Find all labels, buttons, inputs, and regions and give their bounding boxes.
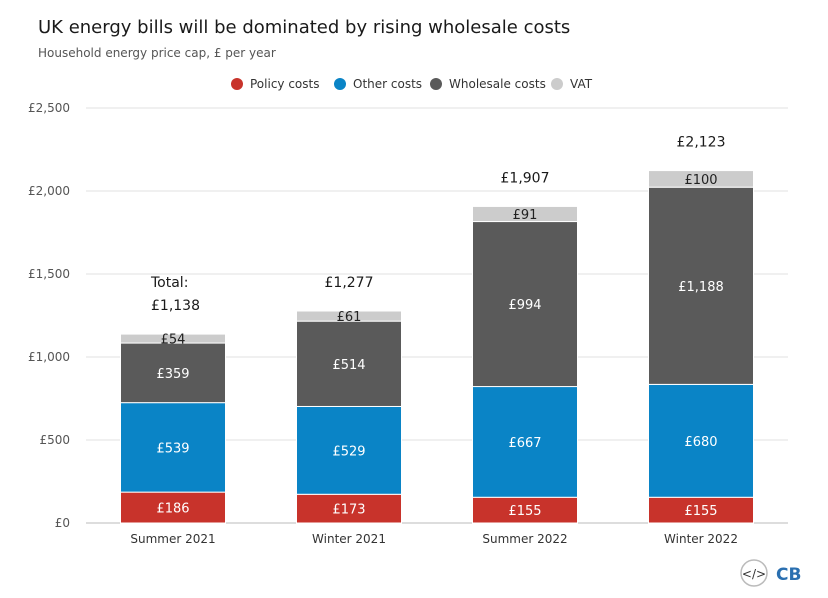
segment-value-label: £529 (332, 444, 365, 459)
carbon-brief-logo: CB (776, 565, 801, 585)
bar-segment (296, 310, 402, 322)
bar-segment (296, 320, 402, 407)
total-label: £2,123 (677, 135, 726, 151)
total-prefix: Total: (150, 275, 188, 291)
y-tick-label: £2,000 (28, 184, 70, 198)
segment-value-label: £91 (513, 208, 538, 223)
legend-swatch (231, 78, 243, 90)
bar-segment (120, 333, 226, 344)
code-brackets-glyph: </> (742, 567, 766, 581)
bar-segment (648, 496, 754, 524)
segment-value-label: £173 (332, 503, 365, 518)
bar-segment (120, 402, 226, 493)
labels: £186 £539 £359 £54 Total: £1,138 Summer 2021 £1… (130, 135, 738, 546)
bar-segment (120, 491, 226, 524)
bar-segment (472, 496, 578, 524)
code-brackets-icon (740, 559, 768, 587)
logo: </> CB (740, 559, 801, 587)
x-category-label: Summer 2021 (130, 532, 215, 546)
legend-label: Policy costs (250, 77, 319, 91)
bar-segment (648, 186, 754, 385)
x-category-label: Winter 2022 (664, 532, 738, 546)
y-tick-label: £0 (55, 516, 70, 530)
bar-segment (120, 342, 226, 404)
bar-segment (648, 170, 754, 188)
chart-title: UK energy bills will be dominated by ris… (38, 17, 570, 38)
x-category-label: Summer 2022 (482, 532, 567, 546)
legend-label: Other costs (353, 77, 422, 91)
total-label: £1,907 (501, 170, 550, 186)
y-tick-label: £1,000 (28, 350, 70, 364)
x-category-label: Winter 2021 (312, 532, 386, 546)
segment-value-label: £100 (684, 173, 717, 188)
segment-value-label: £155 (508, 504, 541, 519)
legend: Policy costs Other costs Wholesale costs VA… (231, 77, 593, 91)
segment-value-label: £61 (337, 310, 362, 325)
bars (120, 170, 754, 524)
bar-segment (472, 221, 578, 388)
segment-value-label: £359 (156, 367, 189, 382)
bar-segment (472, 386, 578, 498)
total-label: £1,138 (151, 298, 200, 314)
legend-swatch (430, 78, 442, 90)
total-label: £1,277 (325, 275, 374, 291)
legend-label: Wholesale costs (449, 77, 546, 91)
y-tick-label: £1,500 (28, 267, 70, 281)
segment-value-label: £994 (508, 298, 541, 313)
segment-value-label: £680 (684, 435, 717, 450)
legend-swatch (551, 78, 563, 90)
segment-value-label: £186 (156, 502, 189, 517)
segment-value-label: £54 (161, 333, 186, 348)
bar-segment (296, 493, 402, 524)
legend-label: VAT (570, 77, 593, 91)
y-tick-label: £2,500 (28, 101, 70, 115)
y-tick-label: £500 (39, 433, 70, 447)
bar-segment (648, 383, 754, 498)
segment-value-label: £514 (332, 358, 365, 373)
segment-value-label: £667 (508, 436, 541, 451)
legend-swatch (334, 78, 346, 90)
segment-value-label: £155 (684, 504, 717, 519)
segment-value-label: £1,188 (678, 280, 724, 295)
bar-segment (472, 205, 578, 223)
chart-subtitle: Household energy price cap, £ per year (38, 46, 276, 60)
segment-value-label: £539 (156, 441, 189, 456)
